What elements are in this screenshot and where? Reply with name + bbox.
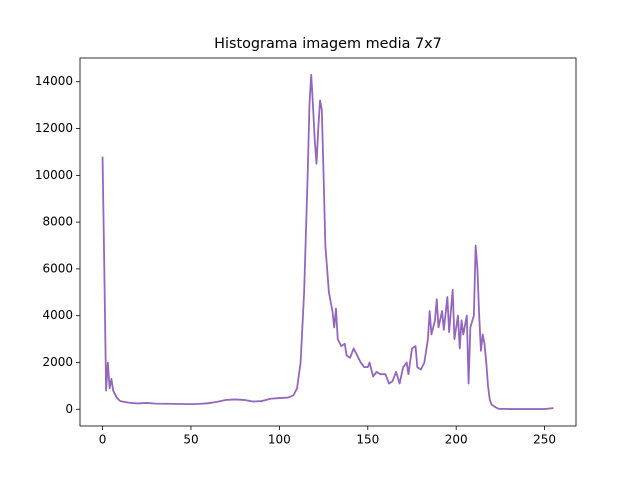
x-tick-label: 50	[183, 433, 198, 447]
y-tick-label: 10000	[35, 168, 73, 182]
y-tick-label: 0	[65, 402, 73, 416]
y-tick-label: 14000	[35, 74, 73, 88]
chart-title: Histograma imagem media 7x7	[214, 36, 442, 52]
x-tick-label: 200	[445, 433, 468, 447]
y-tick-label: 4000	[42, 308, 73, 322]
y-tick-label: 12000	[35, 121, 73, 135]
y-tick-label: 6000	[42, 261, 73, 275]
y-tick-label: 2000	[42, 355, 73, 369]
x-tick-label: 100	[268, 433, 291, 447]
y-tick-label: 8000	[42, 215, 73, 229]
x-tick-label: 250	[533, 433, 556, 447]
x-tick-label: 150	[356, 433, 379, 447]
plot-frame	[79, 57, 577, 427]
data-line	[101, 73, 554, 410]
x-tick-label: 0	[99, 433, 107, 447]
